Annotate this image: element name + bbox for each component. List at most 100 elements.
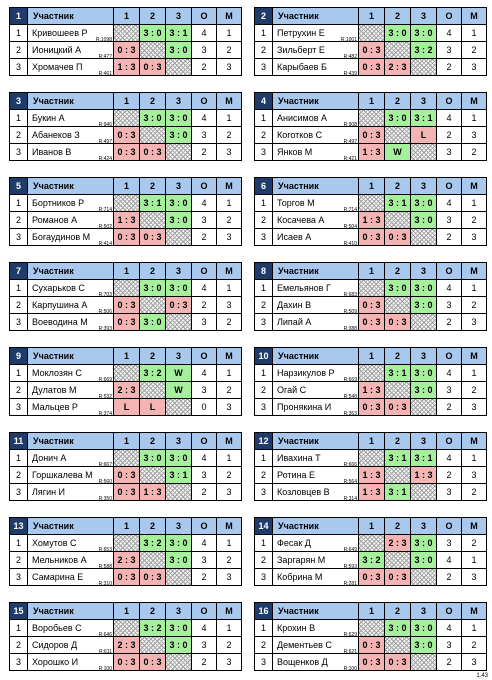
player-name-cell: Ионицкий А R:477: [27, 41, 114, 59]
column-header-3: 3: [165, 177, 192, 195]
player-rating: R:350: [98, 496, 112, 501]
match-score: 3 : 1: [384, 449, 411, 467]
points-value: 2: [191, 483, 217, 501]
player-name: Мальцев Р: [32, 402, 78, 412]
points-column-header: О: [436, 602, 462, 620]
player-index: 1: [254, 279, 273, 297]
player-name-cell: Дахин В R:509: [272, 296, 359, 314]
match-score: 3 : 0: [410, 551, 437, 569]
player-index: 3: [254, 483, 273, 501]
player-rating: R:388: [343, 326, 357, 331]
points-column-header: О: [191, 177, 217, 195]
place-column-header: М: [216, 602, 242, 620]
place-column-header: М: [216, 347, 242, 365]
player-rating: R:1001: [340, 37, 357, 42]
player-rating: R:482: [343, 54, 357, 59]
player-column-header: Участник: [272, 177, 359, 195]
points-column-header: О: [436, 262, 462, 280]
column-header-2: 2: [384, 177, 411, 195]
place-value: 3: [461, 466, 487, 484]
player-name-cell: Мельников А R:588: [27, 551, 114, 569]
player-name-cell: Лягин И R:350: [27, 483, 114, 501]
match-score: 3 : 1: [165, 24, 192, 42]
player-rating: R:502: [98, 224, 112, 229]
player-index: 1: [254, 534, 273, 552]
player-name: Емельянов Г: [277, 283, 331, 293]
column-header-1: 1: [113, 432, 140, 450]
match-score: W: [165, 381, 192, 399]
player-index: 2: [254, 296, 273, 314]
match-score: 3 : 0: [410, 619, 437, 637]
place-value: 1: [461, 619, 487, 637]
match-score: 0 : 3: [358, 313, 385, 331]
player-index: 1: [9, 24, 28, 42]
player-name: Пронякина И: [277, 402, 332, 412]
column-header-2: 2: [139, 92, 166, 110]
player-name-cell: Моклозян С R:669: [27, 364, 114, 382]
player-index: 3: [9, 398, 28, 416]
place-value: 1: [216, 24, 242, 42]
points-value: 4: [191, 449, 217, 467]
match-score: 1 : 3: [139, 483, 166, 501]
player-name-cell: Вощенков Д R:100: [272, 653, 359, 671]
player-name: Мельников А: [32, 555, 87, 565]
player-index: 3: [254, 313, 273, 331]
points-column-header: О: [436, 432, 462, 450]
player-index: 3: [9, 228, 28, 246]
match-score: 3 : 0: [384, 24, 411, 42]
player-name-cell: Ивахина Т R:666: [272, 449, 359, 467]
self-match-cell: [410, 313, 437, 331]
group-header-row: 16 Участник 1 2 3 О М: [254, 602, 487, 620]
points-value: 3: [436, 296, 462, 314]
points-value: 4: [191, 364, 217, 382]
player-name-cell: Хорошко И R:100: [27, 653, 114, 671]
player-name: Иванов В: [32, 147, 72, 157]
column-header-3: 3: [410, 602, 437, 620]
self-match-cell: [165, 228, 192, 246]
place-value: 1: [216, 619, 242, 637]
column-header-2: 2: [384, 517, 411, 535]
player-index: 2: [9, 636, 28, 654]
group-header-row: 7 Участник 1 2 3 О М: [9, 262, 242, 280]
player-name: Букин А: [32, 113, 65, 123]
player-name-cell: Кривошеев Р R:1098: [27, 24, 114, 42]
match-score: 0 : 3: [139, 58, 166, 76]
points-value: 3: [436, 534, 462, 552]
points-value: 3: [436, 381, 462, 399]
player-index: 1: [254, 24, 273, 42]
match-score: 3 : 0: [165, 279, 192, 297]
match-score: 0 : 3: [113, 41, 140, 59]
column-header-2: 2: [139, 262, 166, 280]
match-score: 3 : 1: [384, 194, 411, 212]
self-match-cell: [165, 568, 192, 586]
group-header-row: 10 Участник 1 2 3 О М: [254, 347, 487, 365]
player-rating: R:588: [98, 564, 112, 569]
place-value: 2: [461, 41, 487, 59]
self-match-cell: [139, 211, 166, 229]
column-header-1: 1: [113, 7, 140, 25]
match-score: 0 : 3: [358, 568, 385, 586]
place-value: 2: [216, 313, 242, 331]
player-name-cell: Огай С R:548: [272, 381, 359, 399]
player-index: 1: [254, 364, 273, 382]
match-score: 0 : 3: [113, 483, 140, 501]
column-header-1: 1: [113, 347, 140, 365]
player-index: 1: [9, 194, 28, 212]
self-match-cell: [165, 143, 192, 161]
player-rating: R:461: [98, 71, 112, 76]
match-score: 1 : 3: [358, 483, 385, 501]
match-score: 1 : 3: [410, 466, 437, 484]
points-value: 4: [436, 24, 462, 42]
match-score: 3 : 0: [165, 194, 192, 212]
column-header-2: 2: [139, 432, 166, 450]
player-name: Хомутов С: [32, 538, 77, 548]
place-value: 2: [461, 381, 487, 399]
place-value: 2: [216, 41, 242, 59]
group-number: 13: [9, 517, 28, 535]
column-header-1: 1: [358, 347, 385, 365]
player-rating: R:667: [98, 462, 112, 467]
match-score: 1 : 3: [358, 381, 385, 399]
